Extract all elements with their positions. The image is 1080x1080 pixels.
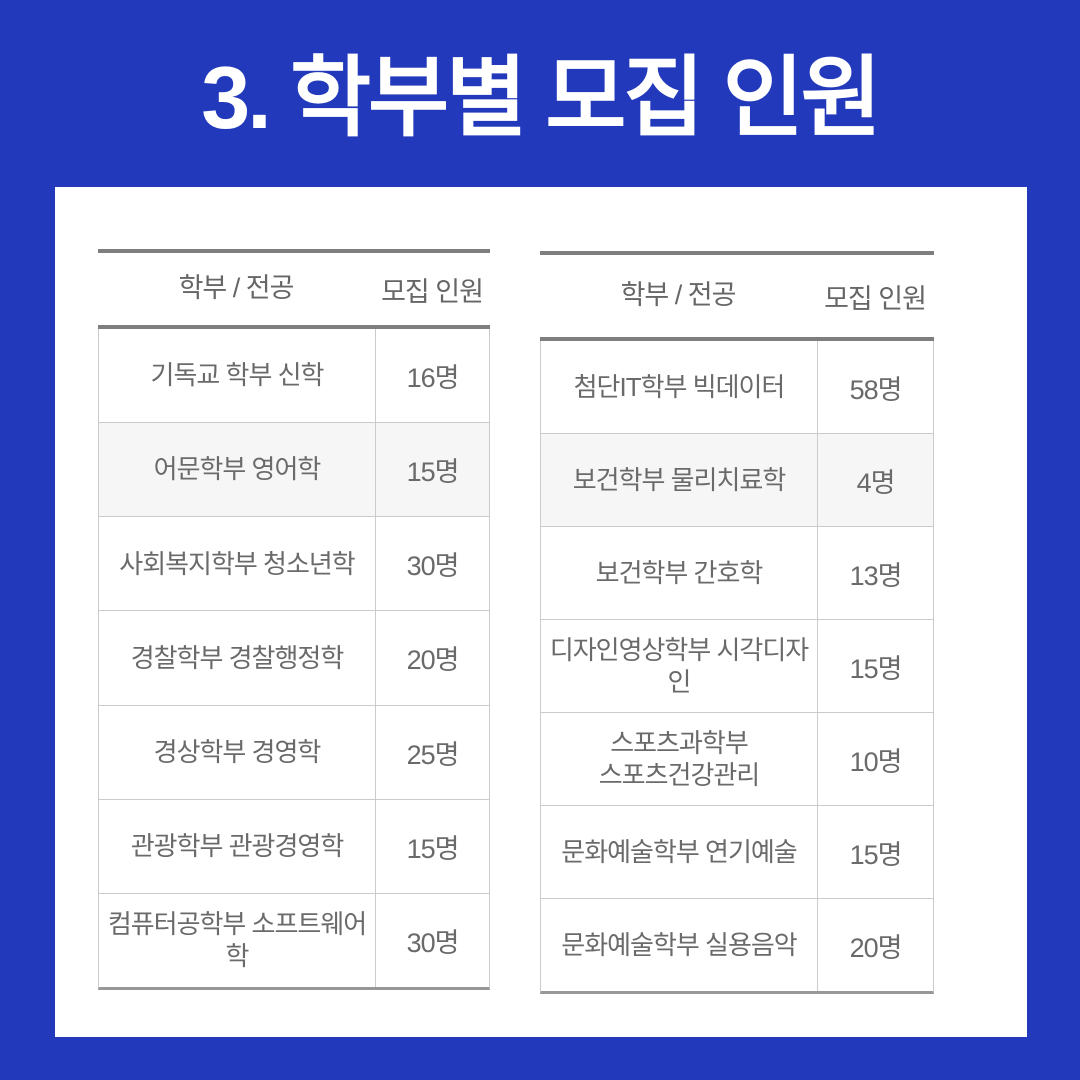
table-header: 학부 / 전공 모집 인원: [540, 251, 934, 341]
department-cell: 문화예술학부 실용음악: [561, 929, 797, 960]
department-cell: 보건학부 간호학: [595, 557, 764, 588]
count-cell: 15명: [375, 423, 489, 517]
table-body: 기독교 학부 신학 16명 어문학부 영어학 15명 사회복지학부 청소년학 3…: [98, 329, 490, 990]
department-cell: 컴퓨터공학부 소프트웨어학: [107, 908, 367, 972]
header-count: 모집 인원: [824, 283, 927, 314]
count-cell: 13명: [817, 527, 933, 619]
header-department: 학부 / 전공: [178, 273, 295, 304]
table-row: 관광학부 관광경영학 15명: [99, 799, 489, 894]
count-cell: 15명: [375, 799, 489, 893]
count-cell: 10명: [817, 713, 933, 805]
department-cell: 기독교 학부 신학: [150, 360, 325, 391]
department-cell: 보건학부 물리치료학: [572, 464, 787, 495]
department-cell: 첨단IT학부 빅데이터: [573, 371, 786, 402]
recruitment-table-left: 학부 / 전공 모집 인원 기독교 학부 신학 16명 어문학부 영어학 15명…: [98, 249, 490, 990]
table-row: 보건학부 물리치료학 4명: [541, 434, 933, 527]
table-row: 기독교 학부 신학 16명: [99, 329, 489, 424]
count-cell: 4명: [817, 434, 933, 526]
department-cell: 디자인영상학부 시각디자인: [549, 634, 809, 698]
page-title: 3. 학부별 모집 인원: [201, 48, 881, 147]
department-cell: 경찰학부 경찰행정학: [130, 642, 345, 673]
table-body: 첨단IT학부 빅데이터 58명 보건학부 물리치료학 4명 보건학부 간호학 1…: [540, 341, 934, 994]
header-department: 학부 / 전공: [620, 280, 737, 311]
table-row: 사회복지학부 청소년학 30명: [99, 517, 489, 612]
recruitment-table-right: 학부 / 전공 모집 인원 첨단IT학부 빅데이터 58명 보건학부 물리치료학…: [540, 251, 934, 994]
table-row: 경상학부 경영학 25명: [99, 705, 489, 800]
table-row: 문화예술학부 연기예술 15명: [541, 806, 933, 899]
table-row: 스포츠과학부 스포츠건강관리 10명: [541, 713, 933, 806]
table-row: 보건학부 간호학 13명: [541, 527, 933, 620]
table-row: 디자인영상학부 시각디자인 15명: [541, 620, 933, 713]
department-cell: 관광학부 관광경영학: [130, 831, 345, 862]
content-card: 학부 / 전공 모집 인원 기독교 학부 신학 16명 어문학부 영어학 15명…: [55, 187, 1027, 1037]
header-count: 모집 인원: [381, 276, 484, 307]
count-cell: 30명: [375, 893, 489, 987]
department-cell: 스포츠과학부 스포츠건강관리: [598, 727, 760, 791]
department-cell: 사회복지학부 청소년학: [119, 548, 355, 579]
table-row: 경찰학부 경찰행정학 20명: [99, 611, 489, 706]
count-cell: 20명: [375, 611, 489, 705]
count-cell: 58명: [817, 341, 933, 433]
count-cell: 20명: [817, 899, 933, 991]
table-row: 컴퓨터공학부 소프트웨어학 30명: [99, 893, 489, 987]
count-cell: 15명: [817, 806, 933, 898]
count-cell: 16명: [375, 329, 489, 423]
count-cell: 25명: [375, 705, 489, 799]
table-header: 학부 / 전공 모집 인원: [98, 249, 490, 329]
department-cell: 어문학부 영어학: [153, 454, 322, 485]
department-cell: 문화예술학부 연기예술: [561, 836, 797, 867]
table-row: 어문학부 영어학 15명: [99, 423, 489, 518]
count-cell: 30명: [375, 517, 489, 611]
table-row: 첨단IT학부 빅데이터 58명: [541, 341, 933, 434]
count-cell: 15명: [817, 620, 933, 712]
department-cell: 경상학부 경영학: [153, 736, 322, 767]
table-row: 문화예술학부 실용음악 20명: [541, 899, 933, 991]
